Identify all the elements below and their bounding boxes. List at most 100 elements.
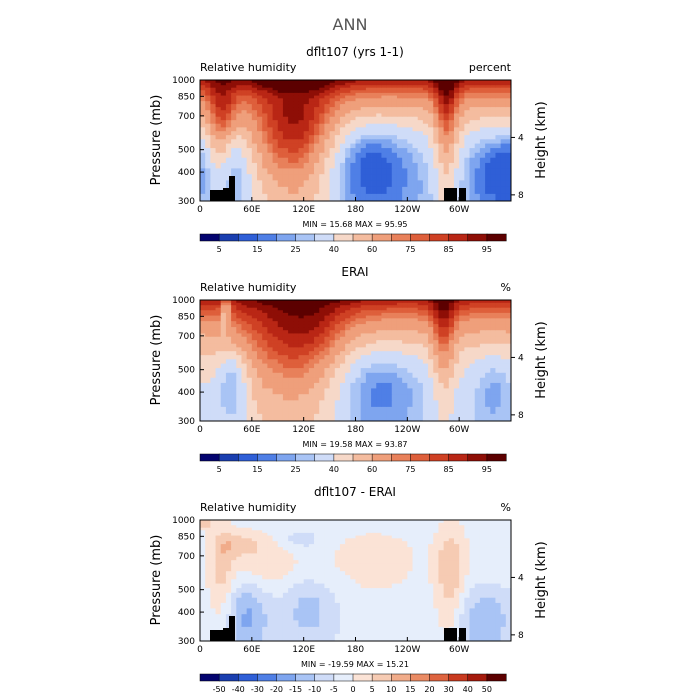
contour-cell	[350, 413, 356, 422]
contour-cell	[500, 167, 507, 175]
contour-cell	[220, 549, 227, 554]
contour-cell	[205, 186, 211, 194]
contour-cell	[495, 382, 502, 389]
contour-cell	[386, 556, 393, 561]
contour-cell	[319, 546, 325, 551]
contour-cell	[267, 95, 273, 99]
contour-cell	[448, 570, 455, 576]
contour-cell	[365, 302, 372, 306]
contour-cell	[236, 543, 242, 548]
contour-cell	[433, 546, 439, 551]
contour-cell	[282, 82, 289, 86]
contour-cell	[433, 633, 439, 642]
contour-cell	[200, 113, 206, 117]
contour-cell	[376, 315, 382, 319]
contour-cell	[324, 387, 330, 395]
contour-cell	[407, 162, 413, 169]
contour-cell	[262, 597, 268, 603]
contour-cell	[339, 377, 346, 383]
contour-cell	[231, 326, 237, 331]
contour-cell	[474, 578, 481, 584]
contour-cell	[490, 143, 496, 149]
contour-cell	[303, 363, 310, 369]
contour-cell	[277, 559, 284, 564]
contour-cell	[236, 597, 242, 603]
contour-cell	[396, 123, 403, 128]
contour-cell	[329, 343, 336, 348]
contour-cell	[293, 574, 299, 580]
contour-cell	[324, 113, 330, 117]
contour-cell	[438, 92, 445, 96]
contour-cell	[241, 130, 248, 136]
contour-cell	[402, 109, 408, 114]
contour-cell	[469, 300, 476, 303]
contour-cell	[210, 309, 216, 313]
contour-cell	[210, 113, 216, 117]
contour-cell	[365, 354, 372, 360]
contour-cell	[422, 92, 429, 96]
contour-cell	[267, 119, 273, 124]
contour-cell	[469, 320, 476, 325]
contour-cell	[386, 113, 393, 117]
contour-cell	[272, 186, 279, 194]
contour-cell	[438, 82, 445, 86]
contour-cell	[241, 556, 248, 561]
contour-cell	[505, 100, 512, 105]
contour-cell	[422, 377, 429, 383]
contour-cell	[262, 406, 268, 414]
contour-cell	[277, 354, 284, 360]
contour-cell	[308, 343, 315, 348]
contour-cell	[282, 602, 289, 609]
contour-cell	[417, 89, 424, 93]
contour-cell	[298, 372, 305, 378]
contour-cell	[277, 413, 284, 422]
contour-cell	[448, 382, 455, 389]
contour-cell	[324, 578, 330, 584]
contour-cell	[386, 123, 393, 128]
contour-cell	[371, 113, 377, 117]
contour-cell	[220, 103, 227, 108]
contour-cell	[500, 406, 507, 414]
contour-cell	[314, 304, 320, 308]
contour-cell	[500, 549, 507, 554]
contour-cell	[298, 387, 305, 395]
contour-cell	[277, 134, 284, 140]
contour-cell	[267, 307, 273, 311]
contour-cell	[350, 399, 356, 407]
contour-cell	[272, 116, 279, 121]
contour-cell	[448, 113, 455, 117]
contour-cell	[288, 304, 294, 308]
contour-cell	[422, 619, 429, 627]
contour-cell	[205, 302, 211, 306]
contour-cell	[464, 578, 470, 584]
contour-cell	[505, 333, 512, 337]
contour-cell	[428, 607, 434, 615]
contour-cell	[360, 87, 367, 91]
contour-cell	[298, 89, 305, 93]
contour-cell	[215, 100, 222, 105]
contour-cell	[288, 597, 294, 603]
contour-cell	[490, 152, 496, 158]
contour-cell	[448, 119, 455, 124]
contour-cell	[355, 126, 362, 132]
contour-cell	[345, 626, 351, 634]
contour-cell	[262, 302, 268, 306]
contour-cell	[241, 377, 248, 383]
contour-cell	[371, 387, 377, 395]
contour-cell	[381, 113, 387, 117]
contour-cell	[251, 387, 258, 395]
contour-cell	[251, 80, 258, 83]
contour-cell	[205, 377, 211, 383]
contour-cell	[272, 103, 279, 108]
contour-cell	[500, 312, 507, 316]
contour-cell	[474, 592, 481, 598]
contour-cell	[282, 367, 289, 373]
contour-cell	[371, 559, 377, 564]
contour-cell	[428, 626, 434, 634]
contour-cell	[412, 583, 419, 589]
contour-cell	[339, 358, 346, 364]
contour-cell	[231, 162, 237, 169]
contour-cell	[464, 116, 470, 121]
contour-cell	[386, 626, 393, 634]
contour-cell	[277, 130, 284, 136]
